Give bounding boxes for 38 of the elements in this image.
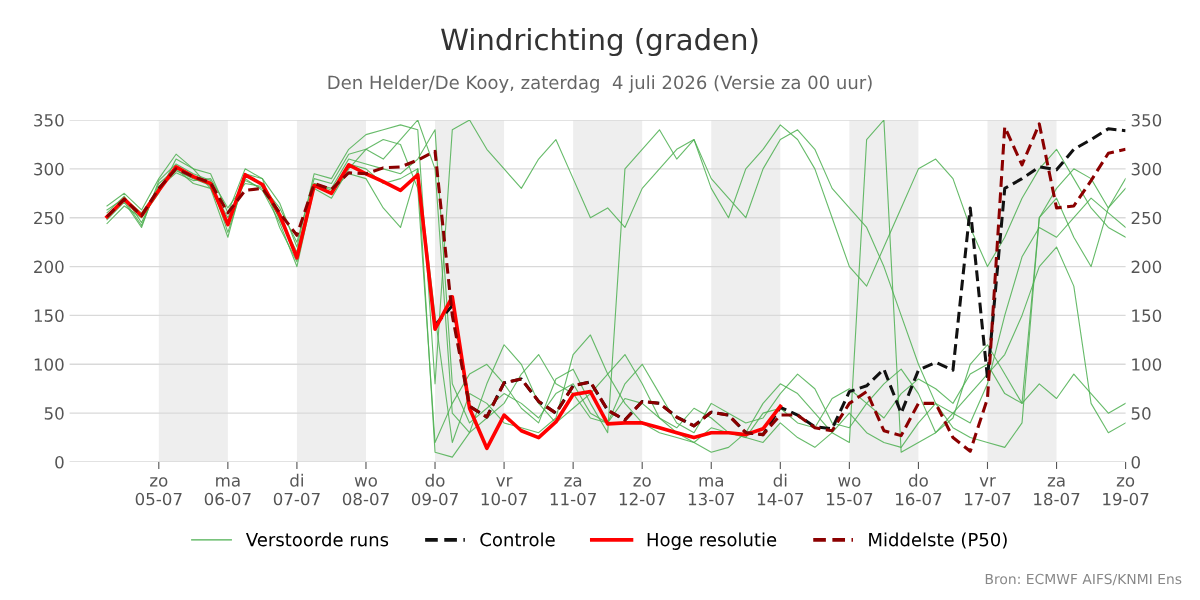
y-tick-label: 350 <box>34 113 64 127</box>
y-tick-label: 100 <box>34 358 64 371</box>
x-tick-label: do 09-07 <box>411 473 458 506</box>
y2-tick-label: 350 <box>1131 113 1162 127</box>
x-tick-label: di 14-07 <box>757 473 804 506</box>
x-tick-label: vr 17-07 <box>965 477 1011 506</box>
x-tick-label: ma 06-07 <box>204 477 251 506</box>
y-tick-label: 50 <box>44 407 64 420</box>
y-tick-label: 200 <box>34 260 64 274</box>
x-tick-label: wo 15-07 <box>826 477 873 506</box>
x-tick-label: zo 05-07 <box>135 477 182 506</box>
y-tick-label: 0 <box>55 455 64 469</box>
y2-tick-label: 300 <box>1131 162 1162 176</box>
legend-label: Controle <box>480 532 555 547</box>
text: Bron: ECMWF AIFS/KNMI Ens <box>985 573 1182 586</box>
x-tick-label: vr 10-07 <box>481 477 527 506</box>
legend-label: Hoge resolutie <box>647 532 777 550</box>
y-tick-label: 150 <box>34 309 64 322</box>
x-tick-label: za 18-07 <box>1034 477 1080 506</box>
y2-tick-label: 0 <box>1131 455 1140 469</box>
x-tick-label: di 07-07 <box>273 473 320 506</box>
x-tick-label: zo 12-07 <box>619 477 665 506</box>
y2-tick-label: 250 <box>1131 211 1162 225</box>
chart-title: Windrichting (graden) <box>441 27 758 57</box>
x-tick-label: za 11-07 <box>550 477 596 506</box>
y2-tick-label: 200 <box>1131 260 1162 274</box>
x-tick-label: do 16-07 <box>896 473 942 506</box>
x-tick-label: zo 19-07 <box>1103 477 1149 506</box>
y-tick-label: 300 <box>34 162 64 176</box>
chart-subtitle: Den Helder/De Kooy, zaterdag 4 juli 2026 (Versie za 00 uur) <box>328 75 872 93</box>
y2-tick-label: 100 <box>1132 358 1162 371</box>
legend-label: Verstoorde runs <box>245 532 389 547</box>
y2-tick-label: 50 <box>1131 407 1151 420</box>
y-tick-label: 250 <box>34 211 64 225</box>
x-tick-label: ma 13-07 <box>688 477 735 506</box>
y2-tick-label: 150 <box>1132 309 1162 322</box>
x-tick-label: wo 08-07 <box>342 477 389 506</box>
legend-label: Middelste (P50) <box>869 532 1007 549</box>
